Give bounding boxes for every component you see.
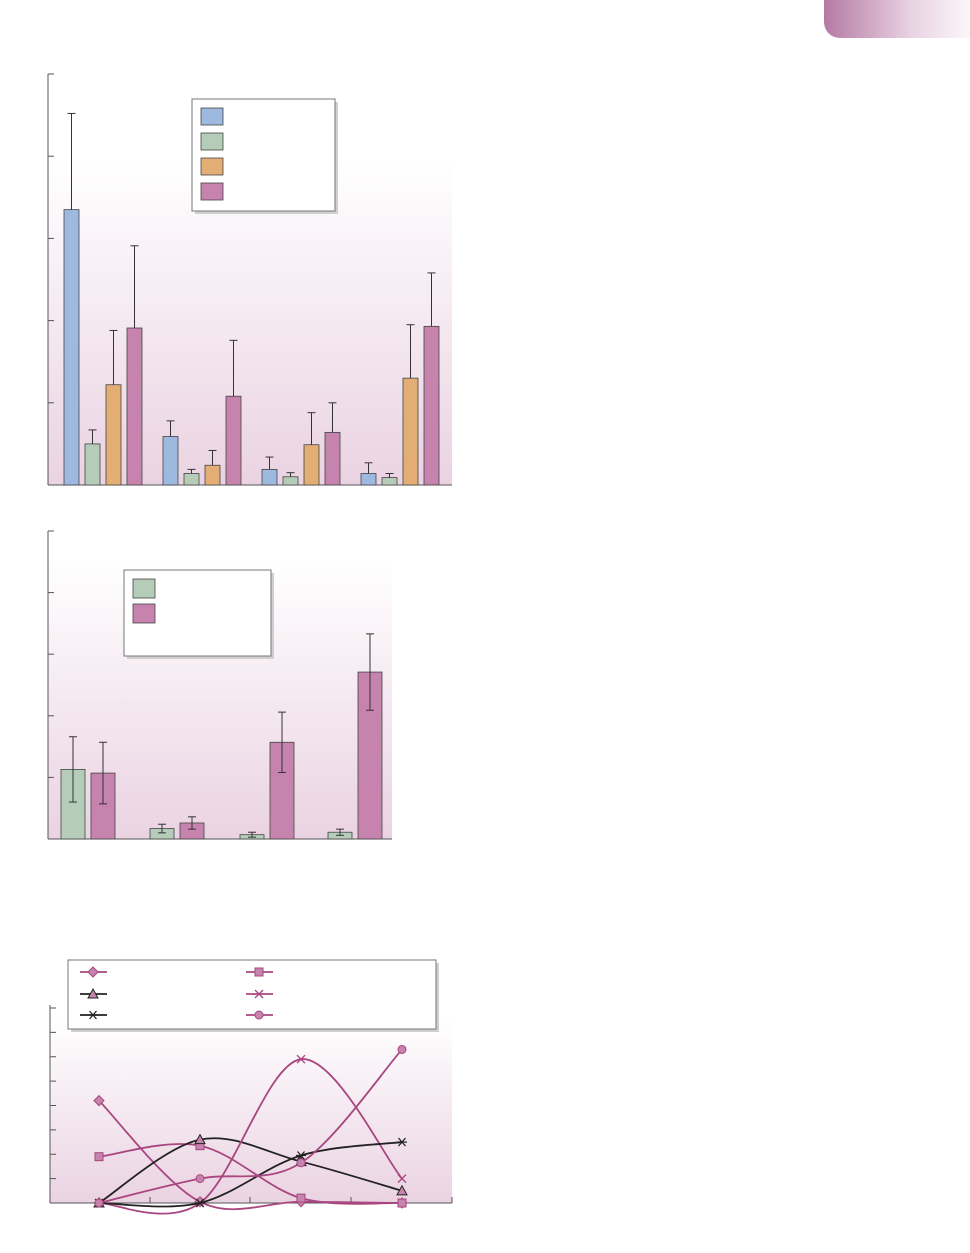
error-bar: [109, 329, 118, 385]
error-bar: [385, 472, 394, 478]
asterisk-marker-stroke: [297, 1151, 305, 1160]
circle-marker: [254, 1010, 264, 1020]
bar: [126, 327, 143, 486]
asterisk-marker: [397, 1137, 407, 1147]
x-marker: [254, 989, 264, 999]
error-bar: [278, 711, 286, 773]
legend-swatch: [132, 603, 156, 624]
chart-1: [47, 73, 452, 486]
x-marker-stroke: [254, 989, 264, 999]
legend-entry: [246, 989, 273, 999]
legend-swatch: [200, 157, 224, 176]
error-bar: [99, 741, 107, 805]
error-bar: [286, 472, 295, 477]
square-marker: [296, 1193, 306, 1203]
asterisk-marker-stroke: [89, 1010, 97, 1020]
chart-3-background: [50, 1020, 452, 1203]
circle-marker: [94, 1198, 104, 1208]
chart-2-legend: [123, 569, 274, 659]
bar: [381, 477, 398, 486]
series-line-6: [94, 1044, 407, 1208]
error-bar: [67, 112, 76, 210]
square-marker: [94, 1152, 104, 1162]
series-line: [98, 1143, 403, 1205]
circle-marker: [296, 1158, 306, 1168]
series-line: [98, 1058, 403, 1215]
bar: [225, 395, 242, 486]
bar: [303, 444, 320, 486]
bar: [324, 431, 341, 486]
asterisk-marker: [195, 1198, 205, 1208]
bar: [423, 325, 440, 486]
x-marker: [296, 1054, 306, 1064]
circle-marker: [195, 1174, 205, 1184]
diamond-marker: [87, 966, 99, 978]
bar: [63, 209, 80, 486]
error-bar: [130, 245, 139, 328]
legend-entry: [80, 987, 107, 999]
bar: [204, 464, 221, 486]
bar: [183, 473, 200, 486]
legend-swatch: [200, 132, 224, 151]
x-marker: [397, 1174, 407, 1184]
diamond-marker: [93, 1094, 105, 1107]
legend-swatch: [200, 107, 224, 126]
legend-entry: [246, 1010, 273, 1020]
bar: [360, 473, 377, 486]
asterisk-marker-stroke: [196, 1198, 204, 1208]
triangle-marker: [87, 987, 99, 999]
chart-3: [49, 959, 453, 1215]
x-marker-stroke: [397, 1174, 407, 1184]
bar: [282, 476, 299, 486]
bar: [105, 384, 122, 486]
error-bar: [248, 831, 256, 838]
error-bar: [265, 456, 274, 470]
error-bar: [307, 412, 316, 445]
bar: [84, 443, 101, 486]
series-line: [98, 1099, 403, 1211]
series-line: [98, 1137, 403, 1204]
error-bar: [158, 823, 166, 834]
circle-marker: [397, 1044, 407, 1054]
bar: [162, 436, 179, 486]
error-bar: [366, 633, 374, 711]
error-bar: [166, 420, 175, 437]
error-bar: [328, 402, 337, 433]
legend-swatch: [132, 578, 156, 599]
legend-entry: [80, 1010, 107, 1020]
square-marker: [254, 967, 264, 977]
error-bar: [406, 324, 415, 379]
legend-entry: [80, 966, 107, 978]
triangle-marker: [194, 1133, 206, 1145]
legend-swatch: [200, 182, 224, 201]
error-bar: [69, 736, 77, 803]
error-bar: [208, 449, 217, 466]
asterisk-marker: [296, 1151, 306, 1160]
x-marker-stroke: [296, 1054, 306, 1064]
error-bar: [336, 828, 344, 836]
chart-3-legend: [67, 959, 439, 1032]
error-bar: [187, 468, 196, 474]
error-bar: [88, 429, 97, 444]
bar: [261, 468, 278, 486]
error-bar: [427, 272, 436, 327]
chart-1-legend: [191, 98, 338, 214]
error-bar: [364, 462, 373, 474]
error-bar: [188, 816, 196, 830]
square-marker: [397, 1198, 407, 1208]
legend-entry: [246, 967, 273, 977]
series-line: [98, 1141, 403, 1208]
page-corner-tab: [824, 0, 970, 38]
triangle-marker: [396, 1184, 408, 1196]
bar: [402, 377, 419, 486]
asterisk-marker: [88, 1010, 98, 1020]
error-bar: [229, 339, 238, 397]
asterisk-marker-stroke: [398, 1137, 406, 1147]
series-line: [98, 1048, 403, 1204]
chart-2: [47, 530, 392, 840]
